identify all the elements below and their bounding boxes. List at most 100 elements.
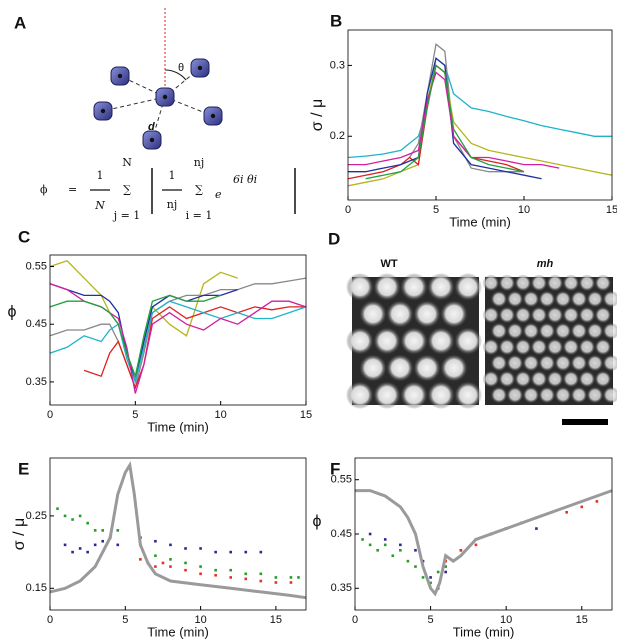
point [139, 558, 142, 561]
nucleus [538, 386, 556, 404]
nucleus [346, 327, 374, 355]
nucleus [454, 273, 482, 301]
plot [355, 489, 613, 597]
x-tick-label: 15 [270, 614, 282, 626]
nucleus [346, 273, 374, 301]
x-axis-label: Time (min) [453, 624, 515, 639]
point [274, 576, 278, 579]
point [154, 539, 157, 543]
point [199, 565, 202, 568]
nucleus [522, 386, 540, 404]
sum2-sign: ∑ [195, 183, 203, 196]
nucleus [570, 386, 588, 404]
point [154, 565, 157, 568]
point [259, 550, 263, 554]
nucleus [346, 381, 374, 409]
nucleus [386, 300, 414, 328]
y-axis-label: σ / μ [309, 99, 326, 131]
point [63, 514, 67, 518]
nucleus [586, 322, 604, 340]
nucleus [506, 386, 524, 404]
nucleus [586, 386, 604, 404]
point [429, 581, 432, 585]
sum-top: N [122, 156, 132, 169]
nucleus [514, 370, 532, 388]
point [86, 550, 89, 554]
y-axis-label: ϕ [8, 303, 17, 320]
panel-label: D [328, 229, 340, 248]
point [78, 547, 82, 550]
nucleus [359, 300, 387, 328]
x-tick-label: 5 [122, 614, 128, 626]
x-tick-label: 10 [215, 409, 227, 421]
plot-frame [354, 457, 613, 611]
series-line [355, 489, 613, 597]
x-tick-label: 15 [300, 409, 312, 421]
distance-label: d [148, 121, 155, 133]
cells [93, 58, 223, 150]
nucleus [522, 290, 540, 308]
x-tick-label: 10 [500, 614, 512, 626]
point [214, 568, 217, 572]
theta-arc [164, 69, 187, 81]
plot [49, 260, 307, 394]
plot-frame [347, 29, 613, 201]
nucleus [162, 94, 168, 100]
nucleus [522, 354, 540, 372]
nucleus [440, 354, 468, 382]
nucleus [400, 327, 428, 355]
nucleus [602, 386, 617, 404]
point [116, 543, 120, 547]
nucleus [554, 386, 572, 404]
point [184, 561, 187, 565]
nucleus [413, 354, 441, 382]
series-line [49, 294, 221, 379]
x-axis-label: Time (min) [147, 624, 209, 639]
point [199, 572, 202, 576]
nucleus [210, 113, 216, 119]
nucleus [530, 306, 548, 324]
x-tick-label: 5 [433, 204, 439, 216]
point [244, 550, 248, 554]
panel-label: E [18, 459, 29, 478]
sum-bottom: j = 1 [112, 209, 141, 222]
nucleus [498, 370, 516, 388]
point [535, 527, 538, 530]
nucleus [578, 274, 596, 292]
nucleus [594, 274, 612, 292]
point [383, 543, 387, 547]
x-axis-label: Time (min) [449, 214, 511, 229]
y-tick-label: 0.55 [331, 474, 352, 486]
point [78, 514, 82, 518]
nucleus [530, 274, 548, 292]
x-tick-label: 5 [132, 409, 138, 421]
x-tick-label: 0 [352, 614, 358, 626]
nucleus [546, 338, 564, 356]
nucleus [454, 327, 482, 355]
formula-exp: 6i θi [233, 173, 257, 186]
formula-den2: nj [167, 198, 178, 211]
nucleus [373, 273, 401, 301]
sum2-top: nj [194, 156, 205, 169]
formula-num: 1 [97, 169, 104, 182]
nucleus [578, 338, 596, 356]
y-axis-label: ϕ [313, 513, 322, 530]
x-tick-label: 0 [345, 204, 351, 216]
point [399, 548, 402, 552]
nucleus [149, 137, 155, 143]
point [116, 529, 120, 532]
nucleus [440, 300, 468, 328]
point [244, 577, 248, 581]
panel-label: B [330, 11, 342, 30]
point [229, 576, 233, 579]
nucleus [359, 354, 387, 382]
nucleus [586, 290, 604, 308]
x-tick-label: 15 [576, 614, 588, 626]
nucleus [546, 274, 564, 292]
nucleus [427, 327, 455, 355]
nucleus [562, 338, 580, 356]
point [184, 547, 187, 550]
nucleus [498, 338, 516, 356]
point [429, 576, 432, 579]
